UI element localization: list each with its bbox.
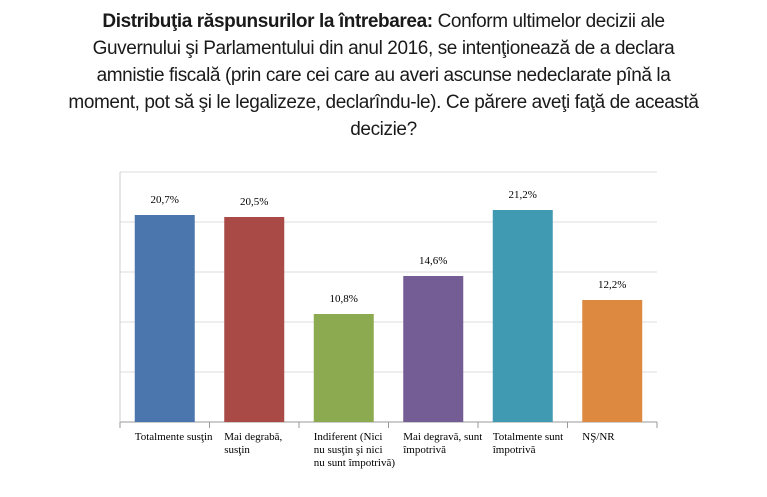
title-bold: Distribuţia răspunsurilor la întrebarea: [102, 11, 433, 32]
title-question: Conform ultimelor decizii ale Guvernului… [68, 11, 699, 140]
x-tick-label: Mai degravă, sunt împotrivă [403, 431, 483, 456]
x-tick-label: NŞ/NR [582, 431, 615, 443]
x-tick-label: Mai degrabă, susţin [224, 431, 283, 456]
chart-title: Distribuţia răspunsurilor la întrebarea:… [60, 8, 707, 143]
value-label: 20,5% [240, 196, 268, 208]
value-label: 14,6% [419, 255, 447, 267]
value-label: 20,7% [151, 194, 179, 206]
bar [313, 314, 374, 422]
bar [403, 276, 464, 422]
value-label: 21,2% [509, 189, 537, 201]
bar [492, 210, 553, 422]
x-tick-label: Totalmente sunt împotrivă [492, 431, 564, 456]
x-tick-label: Totalmente susţin [134, 431, 213, 443]
bar [134, 215, 195, 422]
bar [224, 217, 285, 422]
bar [582, 300, 643, 422]
value-label: 10,8% [330, 293, 358, 305]
x-tick-label: Indiferent (Nici nu susţin şi nici nu su… [313, 431, 396, 469]
value-label: 12,2% [598, 279, 626, 291]
